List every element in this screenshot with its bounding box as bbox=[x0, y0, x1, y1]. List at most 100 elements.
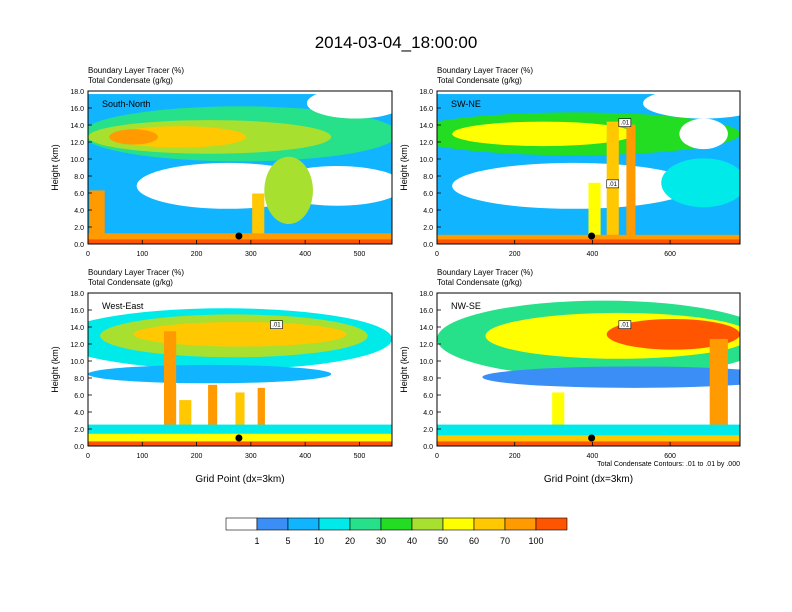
field-shading bbox=[88, 293, 392, 446]
y-tick-label: 4.0 bbox=[423, 208, 433, 215]
contour-label-box bbox=[618, 118, 632, 127]
panel-name: South-North bbox=[102, 99, 151, 109]
colorbar-label: 50 bbox=[438, 536, 448, 546]
y-axis-label: Height (km) bbox=[50, 346, 60, 393]
panel-nw-se: Boundary Layer Tracer (%)Total Condensat… bbox=[399, 268, 741, 485]
x-tick-label: 0 bbox=[435, 251, 439, 258]
y-tick-label: 16.0 bbox=[70, 106, 84, 113]
y-tick-label: 4.0 bbox=[74, 410, 84, 417]
y-tick-label: 4.0 bbox=[423, 410, 433, 417]
colorbar-label: 60 bbox=[469, 536, 479, 546]
y-tick-label: 12.0 bbox=[419, 140, 433, 147]
contour-label: .01 bbox=[272, 323, 281, 329]
colorbar-swatch bbox=[318, 517, 351, 531]
x-axis-label: Grid Point (dx=3km) bbox=[195, 474, 284, 485]
y-tick-label: 14.0 bbox=[70, 123, 84, 130]
y-tick-label: 10.0 bbox=[419, 157, 433, 164]
y-tick-label: 6.0 bbox=[423, 393, 433, 400]
y-tick-label: 16.0 bbox=[70, 308, 84, 315]
x-tick-label: 300 bbox=[245, 251, 257, 258]
y-tick-label: 0.0 bbox=[74, 444, 84, 451]
panel-title-line-2: Total Condensate (g/kg) bbox=[437, 76, 522, 85]
panel-title-line-1: Boundary Layer Tracer (%) bbox=[88, 66, 184, 75]
y-axis-label: Height (km) bbox=[399, 346, 409, 393]
location-marker bbox=[588, 232, 596, 240]
contour-label: .01 bbox=[621, 323, 630, 329]
colorbar-swatch bbox=[504, 517, 537, 531]
panel-name: SW-NE bbox=[451, 99, 481, 109]
panel-title-line-1: Boundary Layer Tracer (%) bbox=[88, 268, 184, 277]
plot-frame bbox=[87, 90, 393, 245]
x-tick-label: 100 bbox=[136, 453, 148, 460]
y-tick-label: 2.0 bbox=[423, 225, 433, 232]
y-tick-label: 12.0 bbox=[70, 342, 84, 349]
contour-label: .01 bbox=[621, 121, 630, 127]
y-tick-label: 14.0 bbox=[70, 325, 84, 332]
x-tick-label: 300 bbox=[245, 453, 257, 460]
y-tick-label: 16.0 bbox=[419, 106, 433, 113]
panel-title-line-2: Total Condensate (g/kg) bbox=[88, 278, 173, 287]
contour-label-box bbox=[606, 179, 620, 189]
x-tick-label: 200 bbox=[191, 251, 203, 258]
x-axis-label: Grid Point (dx=3km) bbox=[544, 474, 633, 485]
colorbar-swatch bbox=[287, 517, 320, 531]
colorbar-label: 40 bbox=[407, 536, 417, 546]
field-shading bbox=[437, 293, 740, 446]
y-tick-label: 18.0 bbox=[70, 89, 84, 96]
y-tick-label: 16.0 bbox=[419, 308, 433, 315]
y-tick-label: 18.0 bbox=[419, 291, 433, 298]
colorbar: 1 5 10 20 30 40 50 60 70 100 bbox=[225, 517, 568, 546]
colorbar-label: 100 bbox=[528, 536, 543, 546]
y-tick-label: 10.0 bbox=[419, 359, 433, 366]
colorbar-swatch bbox=[225, 517, 258, 531]
y-tick-label: 0.0 bbox=[423, 242, 433, 249]
plot-frame bbox=[436, 90, 741, 245]
x-tick-label: 200 bbox=[509, 453, 521, 460]
colorbar-swatch bbox=[442, 517, 475, 531]
panel-title-line-2: Total Condensate (g/kg) bbox=[437, 278, 522, 287]
y-tick-label: 6.0 bbox=[74, 393, 84, 400]
page-title: 2014-03-04_18:00:00 bbox=[314, 33, 478, 52]
y-tick-label: 8.0 bbox=[74, 376, 84, 383]
y-tick-label: 18.0 bbox=[70, 291, 84, 298]
y-tick-label: 12.0 bbox=[419, 342, 433, 349]
location-marker bbox=[235, 434, 243, 442]
panel-name: NW-SE bbox=[451, 301, 481, 311]
colorbar-label: 20 bbox=[345, 536, 355, 546]
x-tick-label: 400 bbox=[299, 453, 311, 460]
x-tick-label: 600 bbox=[664, 453, 676, 460]
colorbar-swatch bbox=[256, 517, 289, 531]
colorbar-swatch bbox=[411, 517, 444, 531]
y-tick-label: 14.0 bbox=[419, 325, 433, 332]
field-shading bbox=[88, 91, 392, 244]
x-tick-label: 400 bbox=[299, 251, 311, 258]
y-tick-label: 0.0 bbox=[423, 444, 433, 451]
x-tick-label: 100 bbox=[136, 251, 148, 258]
x-tick-label: 0 bbox=[86, 251, 90, 258]
colorbar-label: 10 bbox=[314, 536, 324, 546]
contour-label-box bbox=[618, 320, 632, 329]
y-tick-label: 12.0 bbox=[70, 140, 84, 147]
x-tick-label: 400 bbox=[587, 453, 599, 460]
contour-label-box bbox=[270, 320, 283, 329]
x-tick-label: 500 bbox=[354, 453, 366, 460]
colorbar-label: 1 bbox=[254, 536, 259, 546]
y-tick-label: 14.0 bbox=[419, 123, 433, 130]
y-tick-label: 2.0 bbox=[423, 427, 433, 434]
panel-sw-ne: Boundary Layer Tracer (%)Total Condensat… bbox=[399, 66, 741, 258]
y-tick-label: 2.0 bbox=[74, 427, 84, 434]
panel-name: West-East bbox=[102, 301, 144, 311]
x-tick-label: 600 bbox=[664, 251, 676, 258]
y-tick-label: 6.0 bbox=[423, 191, 433, 198]
colorbar-label: 30 bbox=[376, 536, 386, 546]
x-tick-label: 400 bbox=[587, 251, 599, 258]
field-shading bbox=[437, 91, 740, 244]
location-marker bbox=[235, 232, 243, 240]
x-tick-label: 200 bbox=[509, 251, 521, 258]
colorbar-swatch bbox=[473, 517, 506, 531]
x-tick-label: 0 bbox=[435, 453, 439, 460]
y-tick-label: 10.0 bbox=[70, 157, 84, 164]
y-tick-label: 8.0 bbox=[423, 174, 433, 181]
panel-title-line-1: Boundary Layer Tracer (%) bbox=[437, 268, 533, 277]
